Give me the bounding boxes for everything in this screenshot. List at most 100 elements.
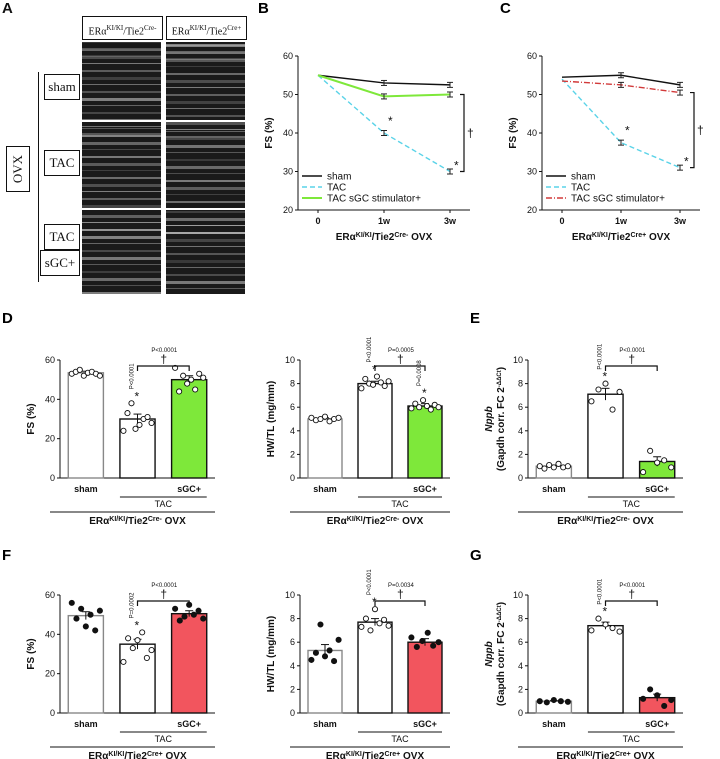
sig-star: * [388,114,393,128]
x-axis-label-main: ERα [326,751,347,759]
sig-star: * [422,386,427,400]
tac-group-label: TAC [391,734,409,744]
y-axis-label: HW/TL (mg/mm) [266,381,277,457]
y-tick-label: 20 [527,205,537,215]
data-point [326,418,333,425]
echo-stripe [166,260,245,263]
bar-tac [587,624,624,714]
echo-stripe [82,98,161,101]
echo-col1-sup: KI/KI [106,24,124,32]
echo-stripe [166,281,245,284]
x-axis-label-sup: KI/KI [592,232,608,239]
x-tick-label: sham [542,719,566,729]
x-axis-label-cre: Cre- [394,232,409,239]
sig-dagger: † [467,126,474,140]
y-tick-label: 0 [518,708,523,718]
bar-chart-E: 0 2 4 6 8 10 Nppb (Gapdh corr. FC 2-ΔΔCt) sham sG… [484,343,683,527]
bar-tac [587,393,624,479]
y-tick-label: 8 [290,614,295,624]
y-axis-label: FS (%) [26,403,37,434]
data-point [335,636,342,643]
echo-stripe [166,58,245,60]
bar-sham [67,372,105,479]
echo-stripe [82,70,161,72]
bar-tac [119,643,156,714]
data-point [424,629,431,636]
sig-dagger: † [397,352,404,366]
y-tick-label: 0 [290,708,295,718]
echo-stripe [166,44,245,47]
data-point [588,627,595,634]
bar-sGC+ [170,612,208,714]
echo-stripe [166,246,245,247]
tac-group-label: TAC [155,734,173,744]
echo-stripe [166,101,245,104]
y-tick-label: 10 [513,590,523,600]
echo-image-tac-cre-pos [166,122,245,208]
x-axis-label-cre: Cre+ [615,751,631,758]
data-point [143,654,150,661]
y-tick-label: 8 [290,379,295,389]
data-point [176,388,183,395]
echo-col1-tail: /Tie2 [123,26,145,38]
data-point [385,378,392,385]
x-tick-label: sGC+ [413,484,437,494]
sig-dagger: † [397,587,404,601]
data-point [176,617,183,624]
p-value: P<0.0001 [151,583,178,589]
echo-stripe [82,112,161,114]
x-axis-label: ERαKI/KI/Tie2Cre- OVX [89,516,186,528]
tac-group-label: TAC [623,499,641,509]
echo-col2-text: ERα [171,26,190,38]
line-chart-B: 20 30 40 50 60 0 1w 3w FS (%) ERαKI/KI/Tie2Cre- O… [264,51,474,243]
panel-label-a: A [2,0,13,17]
echo-stripe [166,115,245,117]
x-tick-label: 3w [444,216,457,226]
echo-stripe [82,278,161,281]
data-point [595,386,602,393]
data-point [557,698,564,705]
x-axis-label-end: OVX [400,751,424,759]
panel-label-g: G [470,547,482,564]
legend-entry: TAC [327,183,346,194]
echo-stripe [82,264,161,265]
echo-stripe [82,128,161,129]
sig-star: * [603,605,608,619]
echo-stripe [166,201,245,203]
y-sub-end: ) [496,367,507,370]
sig-bracket [604,600,658,606]
y-axis-label-gene: Nppb [484,406,495,432]
data-point [172,605,179,612]
sig-bracket [374,600,426,606]
echo-stripe [82,135,161,137]
data-point [136,421,143,428]
y-tick-label: 0 [290,473,295,483]
echo-stripe [166,136,245,138]
y-axis-label: FS (%) [26,638,37,669]
y-tick-label: 6 [518,637,523,647]
tac-group-label: TAC [623,734,641,744]
data-point [76,366,83,373]
x-tick-label: sGC+ [177,719,201,729]
data-point [321,413,329,420]
x-axis-label-tail: /Tie2 [608,232,631,243]
data-point [555,460,562,467]
data-point [564,698,571,705]
legend-entry: sham [327,172,351,183]
data-point [640,695,647,702]
y-tick-label: 20 [45,669,55,679]
bar-chart-G: 0 2 4 6 8 10 Nppb (Gapdh corr. FC 2-ΔΔCt) sham sG… [484,578,683,759]
echo-stripe [82,105,161,106]
echo-stripe [166,87,245,88]
x-axis-label: ERαKI/KI/Tie2Cre+ OVX [572,232,671,244]
data-point [200,615,207,622]
data-point [196,370,203,377]
echo-stripe [166,138,245,140]
data-point [661,457,668,464]
data-point [588,398,595,405]
data-point [381,382,388,390]
x-axis-label-end: OVX [631,751,655,759]
echo-stripe [82,55,161,57]
echo-stripe [82,236,161,239]
